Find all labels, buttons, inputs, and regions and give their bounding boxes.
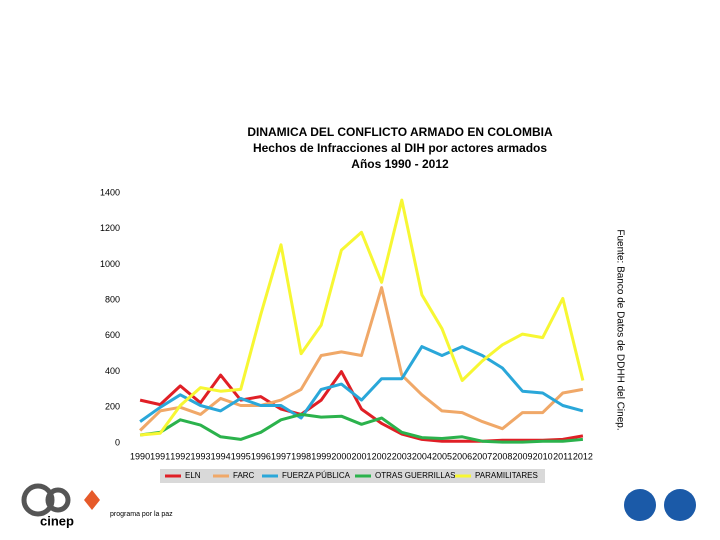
legend-label: FARC bbox=[233, 471, 255, 480]
x-tick-label: 1999 bbox=[311, 451, 331, 461]
y-tick-label: 200 bbox=[105, 402, 120, 412]
logo-text: cinep bbox=[40, 513, 74, 528]
series-line bbox=[139, 412, 584, 444]
source-note: Fuente: Banco de Datos de DDHH del Cinep… bbox=[614, 229, 625, 430]
x-tick-label: 2004 bbox=[412, 451, 432, 461]
x-tick-label: 2003 bbox=[392, 451, 412, 461]
x-tick-label: 2007 bbox=[472, 451, 492, 461]
series-line bbox=[139, 345, 584, 423]
x-tick-label: 1997 bbox=[271, 451, 291, 461]
x-tick-label: 1992 bbox=[170, 451, 190, 461]
x-tick-label: 2002 bbox=[372, 451, 392, 461]
x-tick-label: 2000 bbox=[331, 451, 351, 461]
y-tick-label: 800 bbox=[105, 295, 120, 305]
chart-title: DINAMICA DEL CONFLICTO ARMADO EN COLOMBI… bbox=[247, 125, 553, 139]
y-tick-label: 0 bbox=[115, 437, 120, 447]
x-tick-label: 1994 bbox=[211, 451, 231, 461]
x-tick-label: 2001 bbox=[351, 451, 371, 461]
x-tick-label: 2010 bbox=[533, 451, 553, 461]
x-tick-label: 1996 bbox=[251, 451, 271, 461]
x-tick-label: 1993 bbox=[190, 451, 210, 461]
y-tick-label: 1200 bbox=[100, 223, 120, 233]
y-tick-label: 600 bbox=[105, 330, 120, 340]
x-tick-label: 2005 bbox=[432, 451, 452, 461]
x-tick-label: 1991 bbox=[150, 451, 170, 461]
legend-label: ELN bbox=[185, 471, 201, 480]
logo bbox=[624, 489, 696, 521]
logo-text: programa por la paz bbox=[110, 511, 173, 518]
x-tick-label: 1998 bbox=[291, 451, 311, 461]
x-tick-label: 2012 bbox=[573, 451, 593, 461]
legend-label: PARAMILITARES bbox=[475, 471, 538, 480]
y-tick-label: 1000 bbox=[100, 259, 120, 269]
logo bbox=[21, 483, 71, 517]
y-tick-label: 400 bbox=[105, 366, 120, 376]
legend-label: OTRAS GUERRILLAS bbox=[375, 471, 455, 480]
series-line bbox=[139, 198, 585, 437]
x-tick-label: 2011 bbox=[553, 451, 572, 461]
x-tick-label: 2006 bbox=[452, 451, 472, 461]
series-line bbox=[139, 286, 584, 432]
legend-label: FUERZA PÚBLICA bbox=[282, 471, 351, 480]
x-tick-label: 1990 bbox=[130, 451, 150, 461]
x-tick-label: 2009 bbox=[513, 451, 533, 461]
logo-shape bbox=[84, 490, 100, 510]
chart-subtitle: Años 1990 - 2012 bbox=[351, 157, 449, 171]
y-tick-label: 1400 bbox=[100, 187, 120, 197]
legend-box bbox=[160, 469, 545, 483]
chart-subtitle: Hechos de Infracciones al DIH por actore… bbox=[253, 141, 547, 155]
series-line bbox=[139, 370, 584, 443]
x-tick-label: 1995 bbox=[231, 451, 251, 461]
x-tick-label: 2008 bbox=[492, 451, 512, 461]
